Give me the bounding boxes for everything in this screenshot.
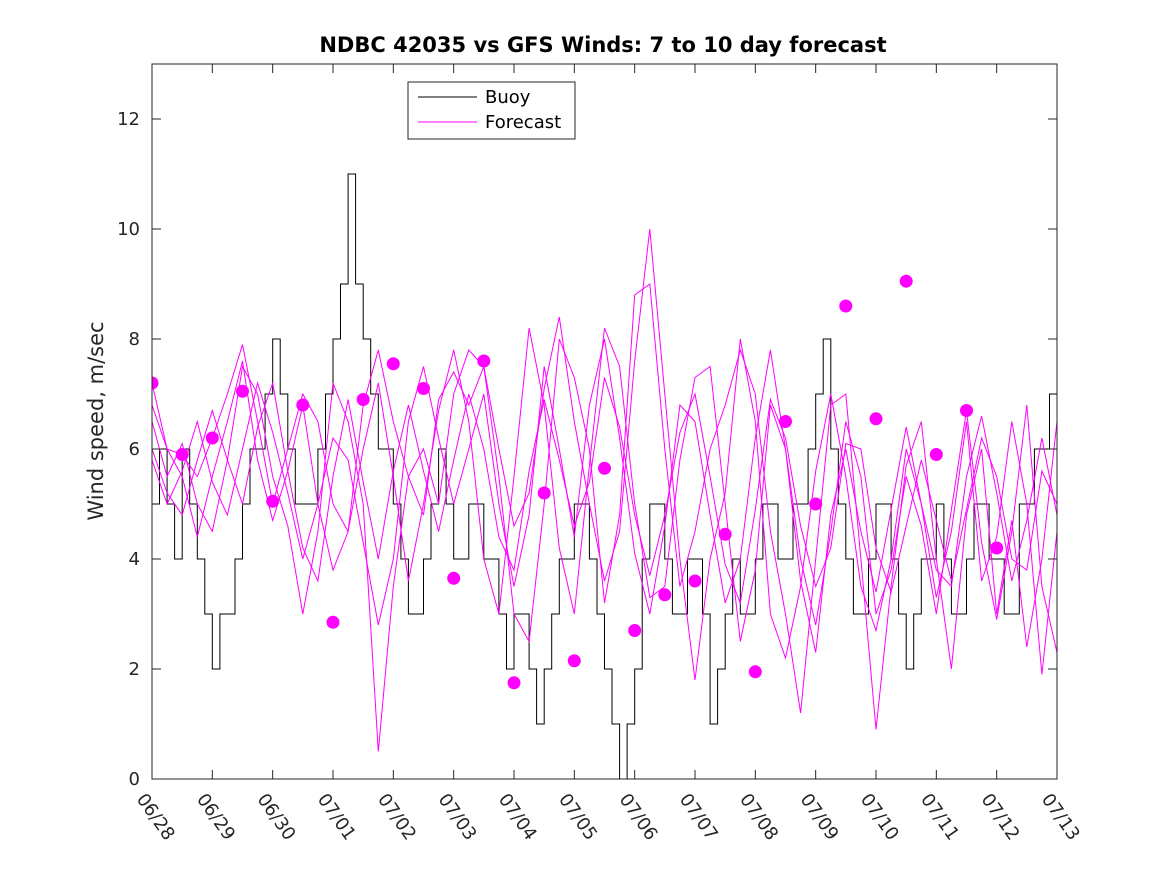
y-tick-label: 0 xyxy=(129,769,140,790)
forecast-point xyxy=(356,393,370,406)
forecast-point xyxy=(507,676,521,690)
forecast-point xyxy=(809,497,823,511)
forecast-point xyxy=(417,382,430,395)
forecast-point xyxy=(779,415,792,428)
y-tick-label: 10 xyxy=(117,219,140,240)
legend-label-forecast: Forecast xyxy=(485,112,561,133)
forecast-point xyxy=(537,486,551,500)
forecast-series-line-2 xyxy=(152,283,1057,752)
forecast-point xyxy=(447,571,461,585)
forecast-point xyxy=(899,274,913,288)
forecast-point xyxy=(688,574,702,588)
legend-box xyxy=(407,81,576,140)
forecast-point xyxy=(628,624,642,637)
legend-label-buoy: Buoy xyxy=(485,87,531,108)
forecast-point xyxy=(658,588,672,602)
legend: Buoy Forecast xyxy=(407,81,576,140)
y-tick-label: 4 xyxy=(129,549,140,570)
forecast-point xyxy=(296,398,310,412)
forecast-point xyxy=(567,654,581,668)
y-tick-label: 6 xyxy=(129,439,140,460)
forecast-point xyxy=(386,357,400,371)
buoy-series-line xyxy=(152,173,1057,779)
forecast-point xyxy=(266,494,280,508)
forecast-point xyxy=(326,615,340,629)
forecast-point xyxy=(175,448,189,461)
forecast-point xyxy=(205,431,219,445)
y-tick-label: 2 xyxy=(129,659,140,680)
y-tick-label: 8 xyxy=(129,329,140,350)
forecast-point xyxy=(748,665,762,679)
forecast-point xyxy=(152,376,159,390)
forecast-series-line-5 xyxy=(152,377,1057,605)
chart-title: NDBC 42035 vs GFS Winds: 7 to 10 day for… xyxy=(319,33,886,57)
series-layer xyxy=(152,173,1057,779)
forecast-point xyxy=(236,384,249,398)
forecast-point xyxy=(839,299,853,313)
plot-frame xyxy=(151,63,1058,780)
forecast-point xyxy=(718,527,732,541)
y-axis-label: Wind speed, m/sec xyxy=(84,321,108,520)
forecast-point xyxy=(869,412,883,426)
forecast-point xyxy=(990,541,1004,555)
forecast-point xyxy=(960,404,973,417)
forecast-point xyxy=(477,354,491,368)
forecast-point xyxy=(598,461,611,475)
y-tick-label: 12 xyxy=(117,109,140,130)
forecast-point xyxy=(929,448,943,461)
forecast-series-line-4 xyxy=(152,338,1057,653)
